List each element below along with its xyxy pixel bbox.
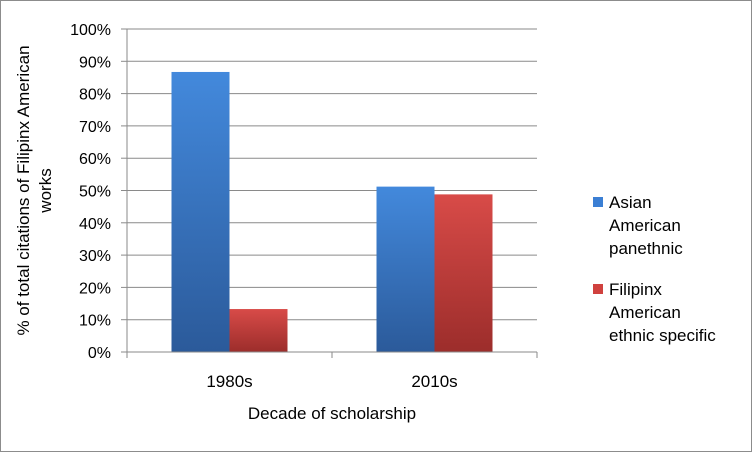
- legend-label: Asian American panethnic: [609, 193, 683, 258]
- legend-label: Filipinx American ethnic specific: [609, 280, 716, 345]
- legend: Asian American panethnic Filipinx American et…: [593, 193, 716, 345]
- bar-asian-american-panethnic-2010s: [376, 186, 435, 352]
- y-tick-label: 20%: [79, 280, 111, 297]
- y-tick-label: 30%: [79, 248, 111, 265]
- bar-filipinx-american-ethnic-specific-1980s: [229, 309, 288, 352]
- y-tick-label: 40%: [79, 216, 111, 233]
- y-axis-title: % of total citations of Filipinx America…: [14, 45, 55, 335]
- y-tick-label: 10%: [79, 313, 111, 330]
- y-tick-label: 50%: [79, 184, 111, 201]
- legend-swatch: [593, 284, 603, 294]
- y-tick-label: 60%: [79, 151, 111, 168]
- y-tick-label: 0%: [88, 345, 111, 362]
- legend-swatch: [593, 197, 603, 207]
- bar-asian-american-panethnic-1980s: [171, 71, 230, 353]
- y-tick-label: 90%: [79, 54, 111, 71]
- x-tick-labels: 1980s 2010s: [206, 372, 457, 391]
- x-tick-label: 1980s: [206, 372, 252, 391]
- bar-filipinx-american-ethnic-specific-2010s: [434, 194, 493, 352]
- y-tick-label: 80%: [79, 87, 111, 104]
- bars: [171, 71, 493, 353]
- y-tick-label: 100%: [70, 22, 111, 39]
- axes: [121, 28, 538, 358]
- x-tick-label: 2010s: [411, 372, 457, 391]
- y-tick-label: 70%: [79, 119, 111, 136]
- y-tick-labels: 0% 10% 20% 30% 40% 50% 60% 70% 80% 90% 100%: [70, 22, 111, 362]
- x-axis-title: Decade of scholarship: [248, 404, 416, 423]
